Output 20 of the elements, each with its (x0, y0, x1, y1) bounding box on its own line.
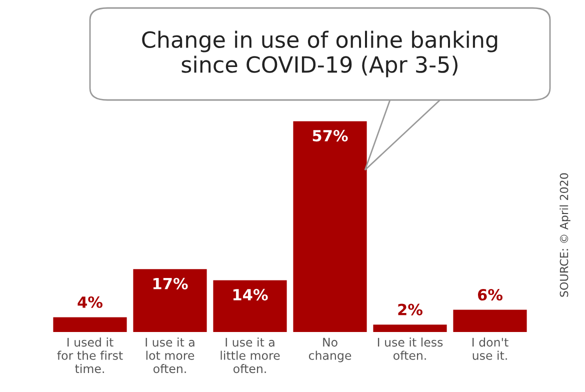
x-tick-label: I used it for the first time. (57, 338, 123, 374)
bar (53, 317, 127, 332)
data-label: 4% (78, 296, 102, 308)
x-tick-label: I use it less often. (378, 338, 443, 360)
bar (213, 280, 287, 332)
x-tick-label: I don't use it. (472, 338, 508, 360)
x-tick-label: No change (308, 338, 352, 362)
x-tick-label: I use it a lot more often. (146, 338, 194, 374)
bar (293, 121, 367, 332)
data-label: 6% (478, 288, 502, 301)
x-tick-label: I use it a little more often. (220, 338, 280, 374)
data-label: 17% (153, 278, 188, 290)
data-label: 2% (398, 304, 422, 316)
bar (133, 269, 207, 332)
source-note: SOURCE: © April 2020 (560, 173, 570, 297)
bar (453, 310, 527, 332)
chart-title: Change in use of online banking since COVID-19 (Apr 3-5) (142, 30, 498, 78)
data-label: 14% (233, 288, 268, 300)
bar (373, 324, 447, 332)
data-label: 57% (312, 130, 348, 142)
